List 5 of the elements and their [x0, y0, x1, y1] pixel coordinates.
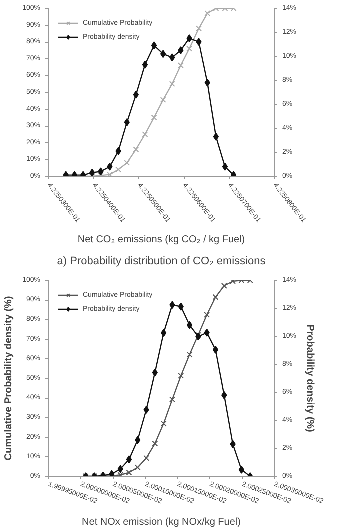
x-axis-title: Net NOx emission (kg NOx/kg Fuel) [82, 516, 241, 528]
y-axis-title: Cumulative Probability density (%) [4, 296, 15, 461]
x-axis-title: Net CO₂ emissions (kg CO₂ / kg Fuel) [78, 234, 246, 246]
text: a) Probability distribution of CO₂ emissions [57, 256, 266, 268]
y2-axis-title: Probability density (%) [304, 324, 316, 432]
